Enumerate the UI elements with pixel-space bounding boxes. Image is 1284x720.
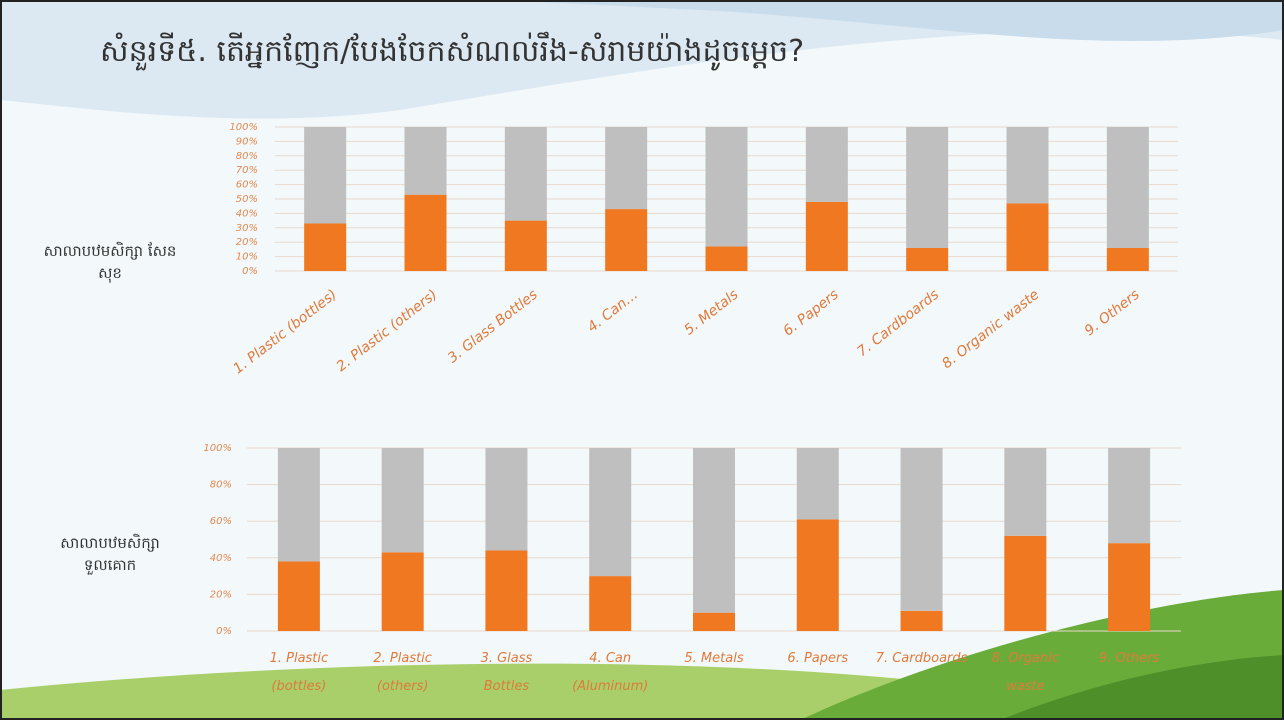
- bar-segment: [693, 612, 735, 631]
- bar-segment: [1108, 448, 1151, 544]
- y-tick-label: 40%: [210, 553, 232, 564]
- bar-segment: [304, 127, 347, 224]
- x-tick-label: 7. Cardboards: [875, 651, 968, 666]
- y-tick-label: 60%: [236, 180, 258, 191]
- y-tick-label: 10%: [236, 252, 258, 263]
- side-label: សាលាបឋមសិក្សា សែនសុខ: [43, 242, 177, 282]
- x-tick-label: 7. Cardboards: [854, 287, 942, 360]
- bar-segment: [485, 448, 528, 551]
- x-tick-label: 6. Papers: [787, 651, 849, 666]
- bar-segment: [805, 201, 848, 271]
- bar-segment: [589, 576, 632, 631]
- bar-segment: [705, 127, 748, 247]
- bar-segment: [485, 550, 528, 631]
- bar-segment: [504, 127, 547, 221]
- y-tick-label: 30%: [236, 223, 258, 234]
- bar-segment: [805, 127, 848, 202]
- y-tick-label: 90%: [236, 136, 258, 147]
- y-tick-label: 70%: [236, 165, 258, 176]
- background-wave: [500, 0, 1284, 41]
- bar-segment: [693, 448, 735, 613]
- y-tick-label: 60%: [210, 516, 232, 527]
- bar-segment: [605, 209, 648, 271]
- x-tick-label: 3. Glass Bottles: [445, 287, 541, 367]
- x-tick-label: 5. Metals: [684, 651, 744, 666]
- x-tick-label: 2. Plastic (others): [373, 651, 432, 694]
- x-tick-label: 6. Papers: [780, 287, 841, 340]
- y-tick-label: 50%: [236, 194, 258, 205]
- y-tick-label: 20%: [236, 237, 258, 248]
- y-tick-label: 0%: [216, 626, 232, 637]
- bar-segment: [1006, 127, 1049, 204]
- bar-segment: [1108, 543, 1151, 631]
- bar-segment: [900, 610, 943, 631]
- bar-segment: [796, 448, 839, 520]
- bar-segment: [404, 194, 447, 271]
- x-tick-label: 9. Others: [1082, 287, 1143, 340]
- bar-segment: [1004, 448, 1047, 536]
- bar-segment: [705, 246, 748, 271]
- bar-segment: [304, 223, 347, 271]
- bar-segment: [1006, 203, 1049, 271]
- x-tick-label: 1. Plastic (bottles): [269, 651, 329, 694]
- bar-segment: [277, 448, 320, 562]
- bar-segment: [277, 561, 320, 631]
- y-tick-label: 20%: [210, 589, 232, 600]
- bar-segment: [906, 247, 949, 271]
- y-tick-label: 80%: [210, 480, 232, 491]
- x-tick-label: 8. Organic waste: [991, 651, 1059, 694]
- y-tick-label: 100%: [203, 443, 232, 454]
- bar-segment: [796, 519, 839, 631]
- x-tick-label: 3. Glass Bottles: [480, 651, 533, 694]
- bar-segment: [900, 448, 943, 611]
- y-tick-label: 80%: [236, 151, 258, 162]
- side-label: សាលាបឋមសិក្សា ទួលគោក: [60, 534, 160, 574]
- bar-segment: [381, 552, 424, 631]
- bar-segment: [504, 220, 547, 271]
- bar-segment: [1106, 127, 1149, 248]
- bar-segment: [605, 127, 648, 210]
- x-tick-label: 4. Can…: [585, 287, 641, 336]
- x-tick-label: 5. Metals: [681, 287, 741, 339]
- y-tick-label: 100%: [229, 122, 258, 133]
- bar-segment: [404, 127, 447, 195]
- x-tick-label: 8. Organic waste: [939, 287, 1042, 372]
- x-tick-label: 1. Plastic (bottles): [230, 287, 340, 378]
- y-tick-label: 0%: [242, 266, 258, 277]
- bar-segment: [1106, 247, 1149, 271]
- x-tick-label: 9. Others: [1098, 651, 1160, 666]
- x-tick-label: 4. Can (Aluminum): [572, 651, 649, 694]
- bar-segment: [589, 448, 632, 577]
- bar-segment: [906, 127, 949, 248]
- y-tick-label: 40%: [236, 208, 258, 219]
- bar-segment: [1004, 535, 1047, 631]
- slide-title: សំនួរទី៥. តើអ្នកញែក/បែងចែកសំណល់រឹង-សំរាម…: [100, 34, 805, 69]
- x-tick-label: 2. Plastic (others): [334, 287, 441, 375]
- bar-segment: [381, 448, 424, 553]
- background-hill: [0, 663, 1000, 720]
- background-hill: [1000, 655, 1284, 720]
